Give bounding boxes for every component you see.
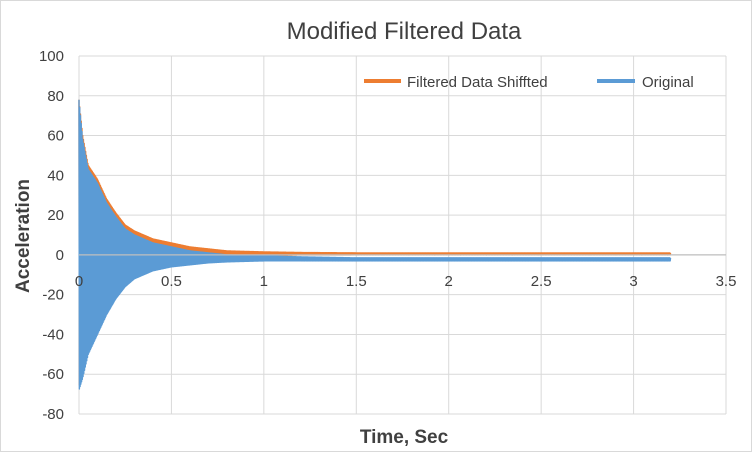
y-tick-label: -20	[42, 287, 64, 304]
y-axis-label: Acceleration	[13, 179, 34, 293]
legend: Filtered Data Shiffted Original	[364, 74, 694, 91]
y-tick-label: -60	[42, 366, 64, 383]
y-tick-label: 0	[56, 247, 64, 264]
y-tick-label: 80	[47, 88, 64, 105]
axis-layer: 100 80 60 40 20 0 -20 -40 -60 -80 0 0.5 1 1.5 2 2.5 3 3.5	[39, 48, 736, 423]
series-layer	[78, 99, 672, 390]
legend-label-filtered: Filtered Data Shiffted	[407, 74, 548, 91]
x-tick-label: 2.5	[531, 273, 552, 290]
x-axis-label: Time, Sec	[360, 427, 449, 448]
y-tick-label: -80	[42, 406, 64, 423]
x-tick-label: 0.5	[161, 273, 182, 290]
series-line-0	[78, 99, 672, 386]
y-tick-label: -40	[42, 326, 64, 343]
x-tick-label: 2	[445, 273, 453, 290]
x-tick-label: 1	[260, 273, 268, 290]
x-tick-label: 3.5	[716, 273, 737, 290]
chart-title: Modified Filtered Data	[287, 18, 522, 45]
legend-label-original: Original	[642, 74, 694, 91]
y-tick-label: 100	[39, 48, 64, 65]
y-tick-label: 60	[47, 128, 64, 145]
y-tick-label: 40	[47, 167, 64, 184]
grid-layer	[78, 55, 727, 415]
x-tick-label: 3	[629, 273, 637, 290]
series-line-1	[78, 99, 672, 390]
y-tick-label: 20	[47, 207, 64, 224]
x-tick-label: 1.5	[346, 273, 367, 290]
x-tick-label: 0	[75, 273, 83, 290]
